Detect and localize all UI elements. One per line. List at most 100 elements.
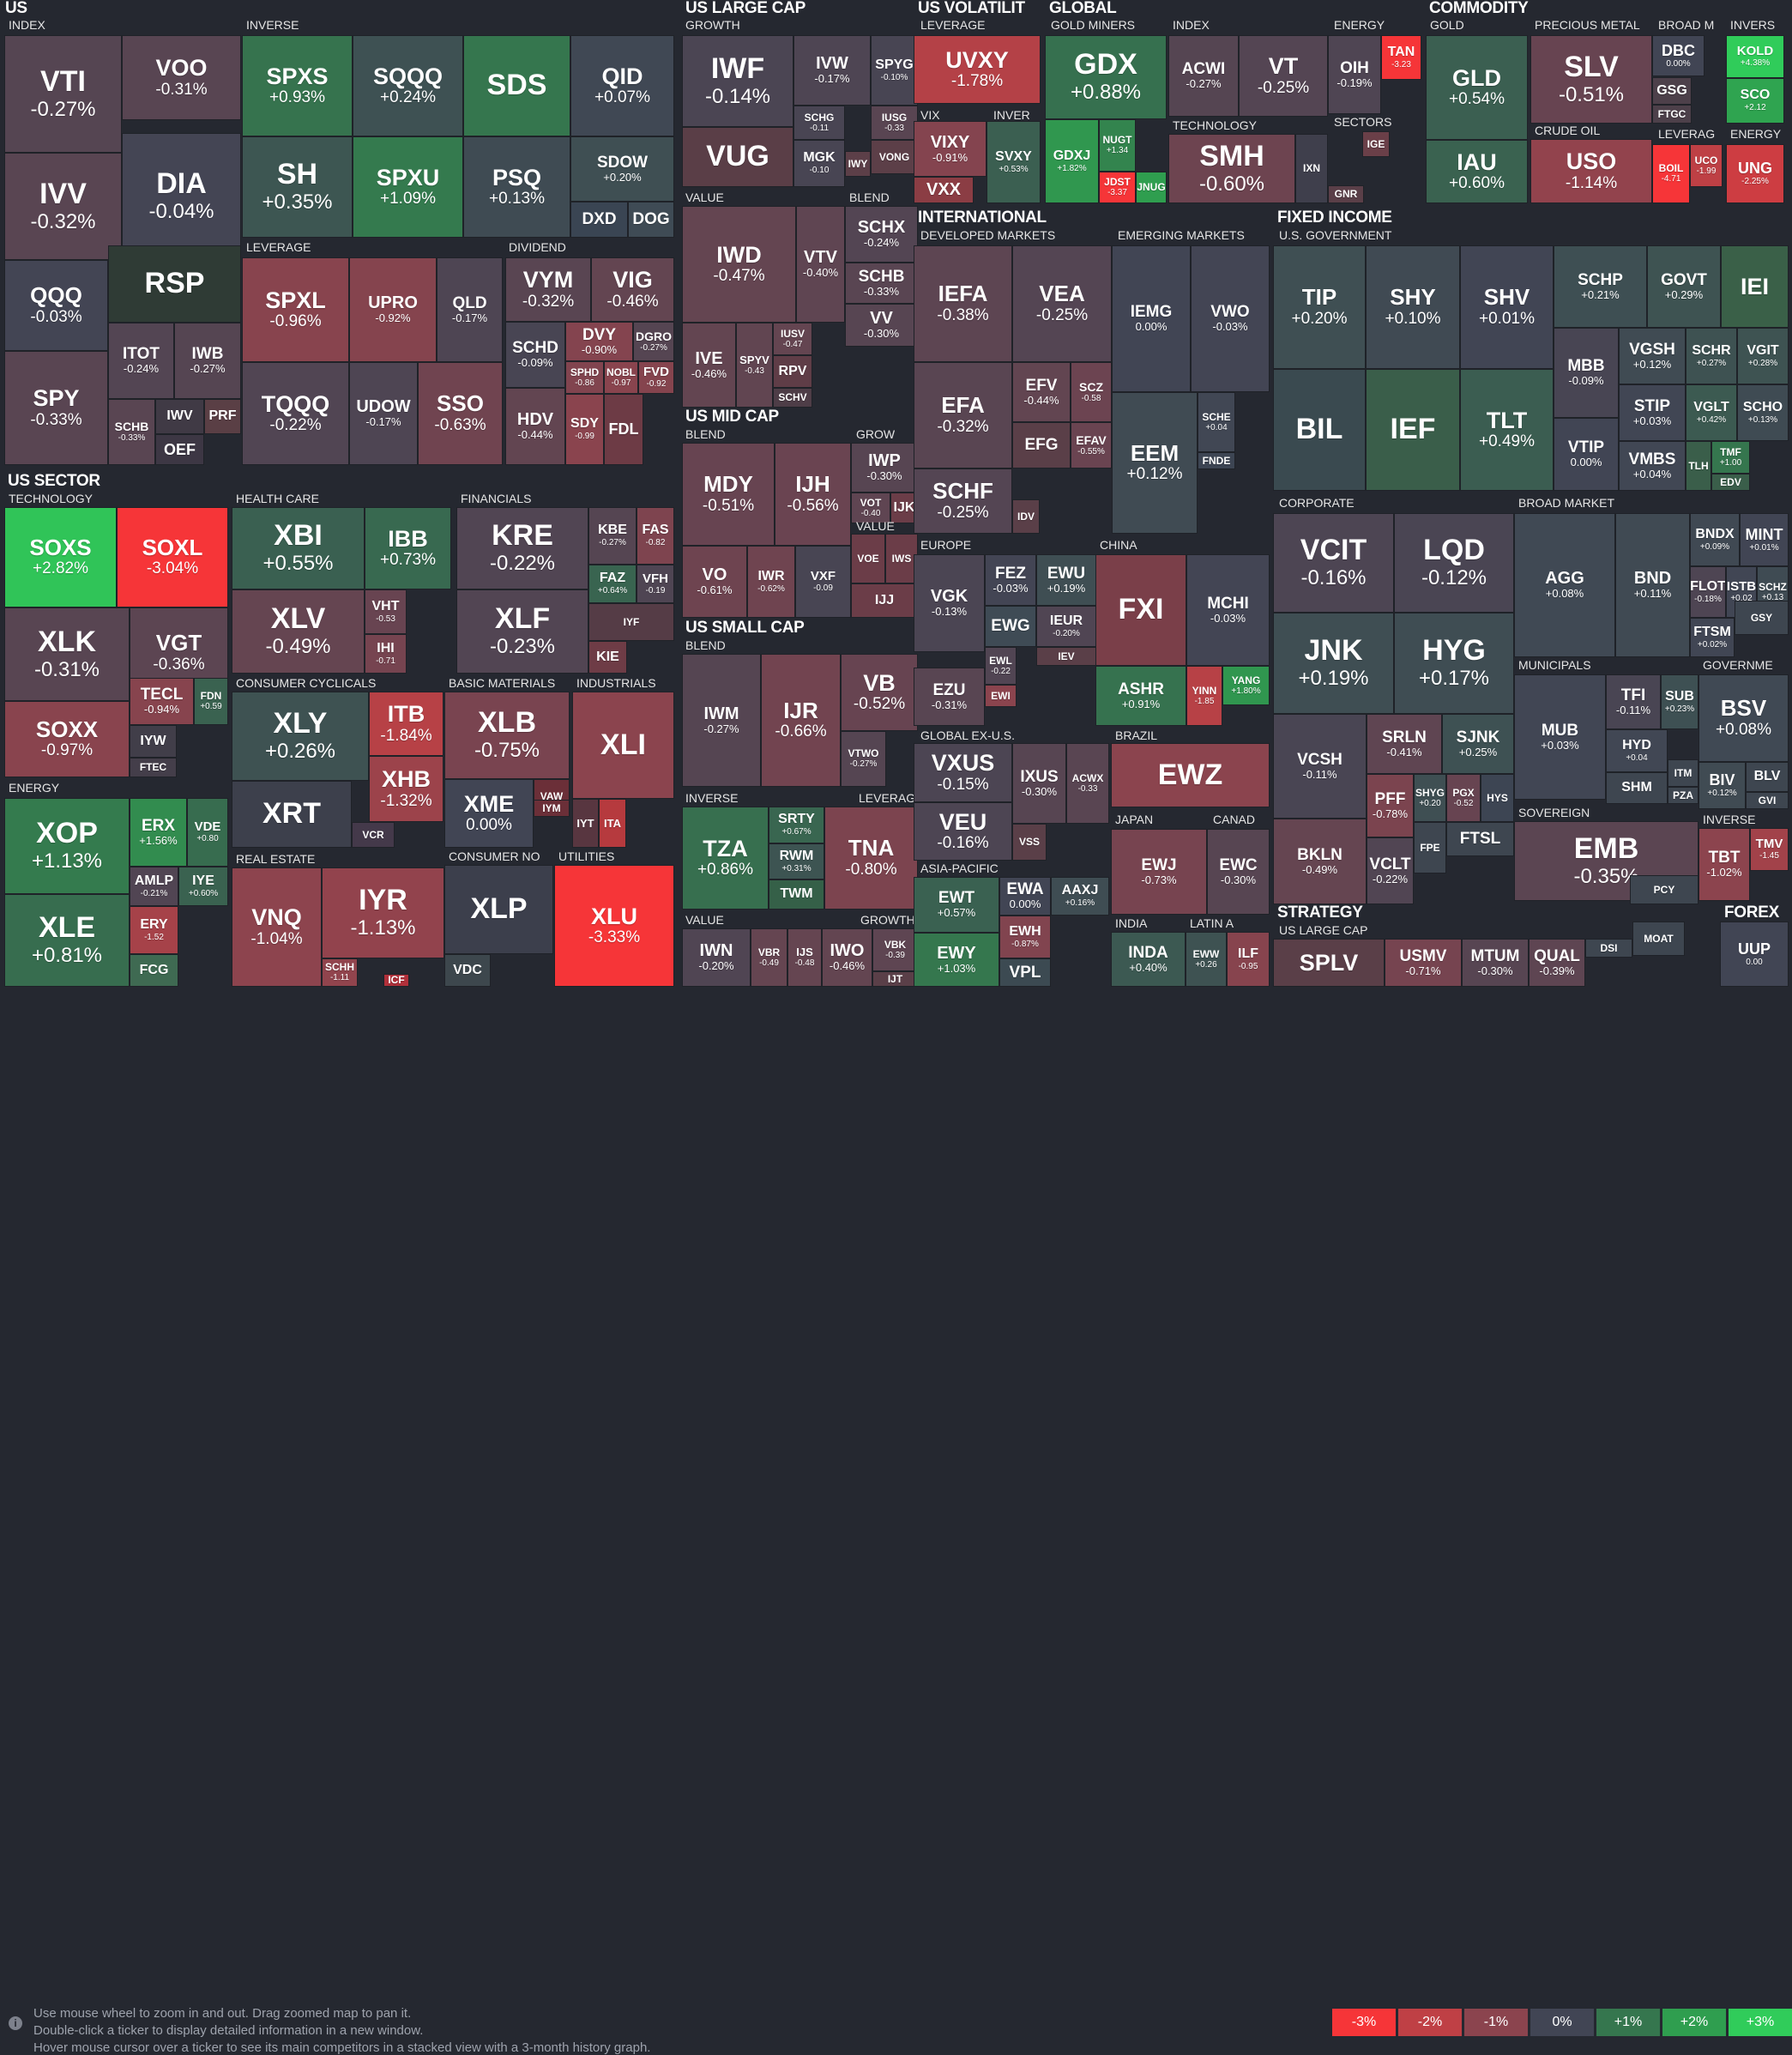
- ticker-tile-dog[interactable]: DOG: [628, 202, 674, 238]
- ticker-tile-splv[interactable]: SPLV: [1273, 939, 1385, 987]
- ticker-tile-sco[interactable]: SCO +2.12: [1726, 78, 1784, 124]
- ticker-tile-ita[interactable]: ITA: [599, 799, 626, 848]
- ticker-tile-iev[interactable]: IEV: [1036, 647, 1096, 666]
- ticker-tile-fas[interactable]: FAS -0.82: [637, 507, 674, 565]
- ticker-tile-xli[interactable]: XLI: [572, 692, 674, 799]
- ticker-tile-inda[interactable]: INDA +0.40%: [1111, 932, 1186, 987]
- ticker-tile-ewh[interactable]: EWH -0.87%: [999, 916, 1051, 958]
- ticker-tile-vti[interactable]: VTI -0.27%: [4, 35, 122, 153]
- ticker-tile-ewj[interactable]: EWJ -0.73%: [1111, 829, 1207, 915]
- ticker-tile-ibb[interactable]: IBB +0.73%: [365, 507, 451, 589]
- ticker-tile-iei[interactable]: IEI: [1721, 245, 1789, 328]
- ticker-tile-ixn[interactable]: IXN: [1295, 134, 1328, 203]
- ticker-tile-edv[interactable]: EDV: [1711, 474, 1750, 491]
- ticker-tile-schx[interactable]: SCHX -0.24%: [845, 206, 918, 263]
- ticker-tile-ftec[interactable]: FTEC: [130, 758, 177, 777]
- ticker-tile-tlh[interactable]: TLH: [1686, 441, 1711, 491]
- ticker-tile-iefa[interactable]: IEFA -0.38%: [914, 245, 1012, 362]
- ticker-tile-yinn[interactable]: YINN -1.85: [1186, 666, 1222, 726]
- ticker-tile-eem[interactable]: EEM +0.12%: [1112, 392, 1198, 534]
- ticker-tile-bndx[interactable]: BNDX +0.09%: [1690, 513, 1740, 566]
- ticker-tile-tbt[interactable]: TBT -1.02%: [1698, 828, 1750, 901]
- ticker-tile-ung[interactable]: UNG -2.25%: [1726, 144, 1784, 203]
- ticker-tile-tmf[interactable]: TMF +1.00: [1711, 441, 1750, 474]
- ticker-tile-dgro[interactable]: DGRO -0.27%: [633, 322, 674, 361]
- ticker-tile-kold[interactable]: KOLD +4.38%: [1726, 35, 1784, 78]
- ticker-tile-ijs[interactable]: IJS -0.48: [787, 928, 822, 987]
- ticker-tile-iwy[interactable]: IWY: [845, 151, 871, 177]
- ticker-tile-usmv[interactable]: USMV -0.71%: [1385, 939, 1462, 987]
- ticker-tile-qid[interactable]: QID +0.07%: [570, 35, 674, 136]
- ticker-tile-vea[interactable]: VEA -0.25%: [1012, 245, 1112, 362]
- ticker-tile-ery[interactable]: ERY -1.52: [130, 906, 178, 954]
- ticker-tile-fdl[interactable]: FDL: [604, 394, 643, 465]
- ticker-tile-pza[interactable]: PZA: [1668, 787, 1698, 804]
- ticker-tile-vfh[interactable]: VFH -0.19: [637, 565, 674, 603]
- ticker-tile-spyg[interactable]: SPYG -0.10%: [871, 35, 918, 106]
- ticker-tile-dia[interactable]: DIA -0.04%: [122, 133, 241, 260]
- ticker-tile-sds[interactable]: SDS: [463, 35, 570, 136]
- ticker-tile-efv[interactable]: EFV -0.44%: [1012, 362, 1071, 422]
- ticker-tile-schd[interactable]: SCHD -0.09%: [505, 322, 565, 388]
- ticker-tile-acwx[interactable]: ACWX -0.33: [1066, 743, 1109, 824]
- ticker-tile-itm[interactable]: ITM: [1668, 759, 1698, 787]
- ticker-tile-scz[interactable]: SCZ -0.58: [1071, 362, 1112, 422]
- ticker-tile-schr[interactable]: SCHR +0.27%: [1686, 328, 1737, 384]
- ticker-tile-iwn[interactable]: IWN -0.20%: [682, 928, 751, 987]
- ticker-tile-moat[interactable]: MOAT: [1632, 922, 1685, 956]
- ticker-tile-schg[interactable]: SCHG -0.11: [793, 106, 845, 140]
- ticker-tile-gsy[interactable]: GSY: [1735, 601, 1789, 635]
- ticker-tile-fpe[interactable]: FPE: [1414, 822, 1446, 873]
- ticker-tile-vtip[interactable]: VTIP 0.00%: [1554, 418, 1619, 491]
- ticker-tile-ijk[interactable]: IJK: [890, 493, 918, 523]
- ticker-tile-uvxy[interactable]: UVXY -1.78%: [914, 35, 1041, 104]
- ticker-tile-svxy[interactable]: SVXY +0.53%: [987, 121, 1041, 203]
- ticker-tile-spxl[interactable]: SPXL -0.96%: [242, 257, 349, 362]
- ticker-tile-xlv[interactable]: XLV -0.49%: [232, 589, 365, 674]
- ticker-tile-twm[interactable]: TWM: [769, 879, 824, 910]
- ticker-tile-dbc[interactable]: DBC 0.00%: [1652, 35, 1705, 76]
- ticker-tile-iym[interactable]: IYM: [534, 800, 570, 817]
- ticker-tile-vot[interactable]: VOT -0.40: [851, 493, 890, 523]
- ticker-tile-udow[interactable]: UDOW -0.17%: [349, 362, 418, 465]
- ticker-tile-xbi[interactable]: XBI +0.55%: [232, 507, 365, 589]
- ticker-tile-mgk[interactable]: MGK -0.10: [793, 140, 845, 187]
- ticker-tile-nobl[interactable]: NOBL -0.97: [604, 361, 638, 394]
- ticker-tile-schf[interactable]: SCHF -0.25%: [914, 468, 1012, 534]
- ticker-tile-uso[interactable]: USO -1.14%: [1530, 139, 1652, 203]
- ticker-tile-spyv[interactable]: SPYV -0.43: [736, 323, 773, 408]
- ticker-tile-srln[interactable]: SRLN -0.41%: [1367, 714, 1442, 774]
- ticker-tile-ftsm[interactable]: FTSM +0.02%: [1690, 618, 1735, 657]
- ticker-tile-iyr[interactable]: IYR -1.13%: [322, 867, 444, 958]
- ticker-tile-kre[interactable]: KRE -0.22%: [456, 507, 588, 589]
- ticker-tile-ewl[interactable]: EWL -0.22: [985, 647, 1017, 685]
- ticker-tile-ive[interactable]: IVE -0.46%: [682, 323, 736, 408]
- ticker-tile-spy[interactable]: SPY -0.33%: [4, 351, 108, 465]
- ticker-tile-spxs[interactable]: SPXS +0.93%: [242, 35, 353, 136]
- ticker-tile-vixy[interactable]: VIXY -0.91%: [914, 121, 987, 177]
- ticker-tile-tip[interactable]: TIP +0.20%: [1273, 245, 1366, 369]
- ticker-tile-soxs[interactable]: SOXS +2.82%: [4, 507, 117, 607]
- ticker-tile-xlf[interactable]: XLF -0.23%: [456, 589, 588, 674]
- ticker-tile-vong[interactable]: VONG: [871, 140, 918, 174]
- ticker-tile-xle[interactable]: XLE +0.81%: [4, 894, 130, 987]
- ticker-tile-dsi[interactable]: DSI: [1585, 939, 1632, 958]
- ticker-tile-jnug[interactable]: JNUG: [1136, 172, 1167, 203]
- ticker-tile-sdy[interactable]: SDY -0.99: [565, 394, 604, 465]
- ticker-tile-xlp[interactable]: XLP: [444, 865, 553, 954]
- ticker-tile-spxu[interactable]: SPXU +1.09%: [353, 136, 463, 238]
- ticker-tile-vtwo[interactable]: VTWO -0.27%: [841, 731, 886, 787]
- ticker-tile-tfi[interactable]: TFI -0.11%: [1606, 674, 1661, 729]
- ticker-tile-soxl[interactable]: SOXL -3.04%: [117, 507, 228, 607]
- ticker-tile-schp[interactable]: SCHP +0.21%: [1554, 245, 1647, 328]
- ticker-tile-hyd[interactable]: HYD +0.04: [1606, 729, 1668, 772]
- ticker-tile-sso[interactable]: SSO -0.63%: [418, 362, 503, 465]
- ticker-tile-gnr[interactable]: GNR: [1328, 185, 1364, 203]
- ticker-tile-eww[interactable]: EWW +0.26: [1186, 932, 1227, 987]
- ticker-tile-vt[interactable]: VT -0.25%: [1239, 35, 1328, 117]
- ticker-tile-vug[interactable]: VUG: [682, 127, 793, 187]
- ticker-tile-veu[interactable]: VEU -0.16%: [914, 802, 1012, 861]
- ticker-tile-vxx[interactable]: VXX: [914, 177, 974, 203]
- ticker-tile-bsv[interactable]: BSV +0.08%: [1698, 674, 1789, 762]
- ticker-tile-vcit[interactable]: VCIT -0.16%: [1273, 513, 1394, 613]
